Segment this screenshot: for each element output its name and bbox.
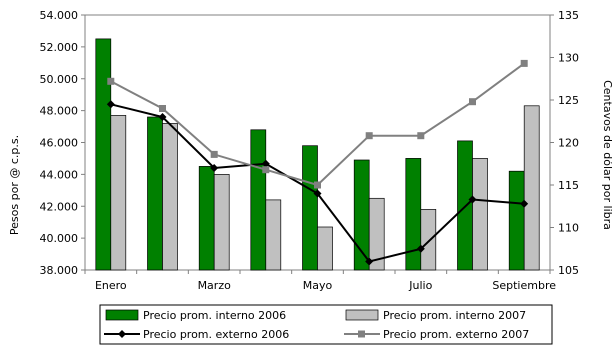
- x-tick-label-mayo: Mayo: [303, 279, 333, 292]
- bar-interno-2006-julio: [405, 158, 422, 271]
- bar-interno-2006-abril: [250, 129, 267, 271]
- bar-interno-2007-septiembre: [523, 105, 540, 271]
- point-externo-2006-septiembre: [520, 199, 529, 208]
- legend-label-interno-2006: Precio prom. interno 2006: [143, 309, 286, 322]
- axes-layer: 38.000 40.000 42.000 44.000 46.000 48.000 50.0…: [40, 9, 580, 292]
- y2-tick-label: 135: [558, 9, 579, 22]
- point-externo-2006-marzo: [210, 164, 219, 172]
- legend-swatch-interno-2007: [345, 309, 379, 321]
- y2-tick-label: 125: [558, 94, 579, 107]
- y-axis-title: Pesos por @ c.p.s.: [8, 135, 21, 235]
- legend-box: [99, 304, 553, 345]
- y-tick-label: 44.000: [40, 168, 79, 181]
- x-tick-label-julio: Julio: [408, 279, 432, 292]
- y2-axis-title: Centavos de dólar por libra: [601, 80, 612, 230]
- y2-tick-label: 110: [558, 222, 579, 235]
- y-tick-label: 50.000: [40, 73, 79, 86]
- bar-interno-2007-enero: [110, 115, 127, 271]
- bar-interno-2007-marzo: [213, 174, 230, 271]
- point-externo-2007-enero: [107, 77, 115, 85]
- y-tick-label: 42.000: [40, 200, 79, 213]
- bar-interno-2007-agosto: [472, 158, 488, 271]
- bar-interno-2006-junio: [353, 159, 370, 271]
- y-tick-label: 54.000: [40, 9, 79, 22]
- bar-interno-2006-marzo: [198, 166, 215, 271]
- y2-tick-label: 115: [558, 179, 579, 192]
- legend: Precio prom. interno 2006 Precio prom. i…: [99, 304, 553, 345]
- point-externo-2007-septiembre: [520, 59, 528, 67]
- legend-label-externo-2006: Precio prom. externo 2006: [143, 328, 289, 341]
- bar-interno-2006-enero: [95, 38, 112, 271]
- point-externo-2006-febrero: [158, 113, 167, 121]
- point-externo-2006-agosto: [468, 195, 477, 204]
- point-externo-2007-julio: [417, 132, 425, 140]
- y-tick-label: 46.000: [40, 137, 79, 150]
- x-tick-label-septiembre: Septiembre: [492, 279, 556, 292]
- bars-layer: [95, 38, 540, 271]
- bar-interno-2006-septiembre: [508, 170, 525, 271]
- lines-layer: [106, 59, 529, 266]
- point-externo-2006-mayo: [313, 189, 322, 198]
- bar-interno-2007-julio: [420, 209, 437, 271]
- point-externo-2006-abril: [261, 159, 270, 168]
- bar-interno-2006-febrero: [147, 116, 163, 271]
- point-externo-2007-mayo: [314, 181, 321, 189]
- point-externo-2007-junio: [365, 132, 373, 140]
- legend-label-externo-2007: Precio prom. externo 2007: [383, 328, 529, 341]
- bar-interno-2007-febrero: [162, 123, 178, 271]
- y-tick-label: 52.000: [40, 41, 79, 54]
- legend-label-interno-2007: Precio prom. interno 2007: [383, 309, 526, 322]
- legend-marker-externo-2006: [118, 330, 126, 338]
- y-tick-label: 38.000: [40, 264, 79, 277]
- bar-interno-2007-junio: [368, 197, 385, 271]
- point-externo-2007-marzo: [210, 150, 218, 158]
- point-externo-2006-junio: [365, 257, 374, 266]
- y2-tick-label: 130: [558, 52, 579, 65]
- bar-interno-2007-abril: [265, 199, 282, 271]
- y-tick-label: 48.000: [40, 105, 79, 118]
- y2-tick-label: 120: [558, 137, 579, 150]
- y-tick-label: 40.000: [40, 232, 79, 245]
- y2-tick-label: 105: [558, 264, 579, 277]
- bar-interno-2006-mayo: [302, 145, 318, 271]
- bar-interno-2007-mayo: [317, 226, 333, 271]
- point-externo-2007-febrero: [159, 105, 166, 112]
- legend-marker-externo-2007: [358, 330, 365, 338]
- x-tick-label-enero: Enero: [95, 279, 127, 292]
- point-externo-2007-abril: [262, 166, 270, 174]
- point-externo-2006-enero: [106, 100, 115, 109]
- x-tick-label-marzo: Marzo: [198, 279, 232, 292]
- point-externo-2007-agosto: [469, 98, 476, 106]
- point-externo-2006-julio: [416, 244, 425, 253]
- legend-swatch-interno-2006: [105, 309, 139, 321]
